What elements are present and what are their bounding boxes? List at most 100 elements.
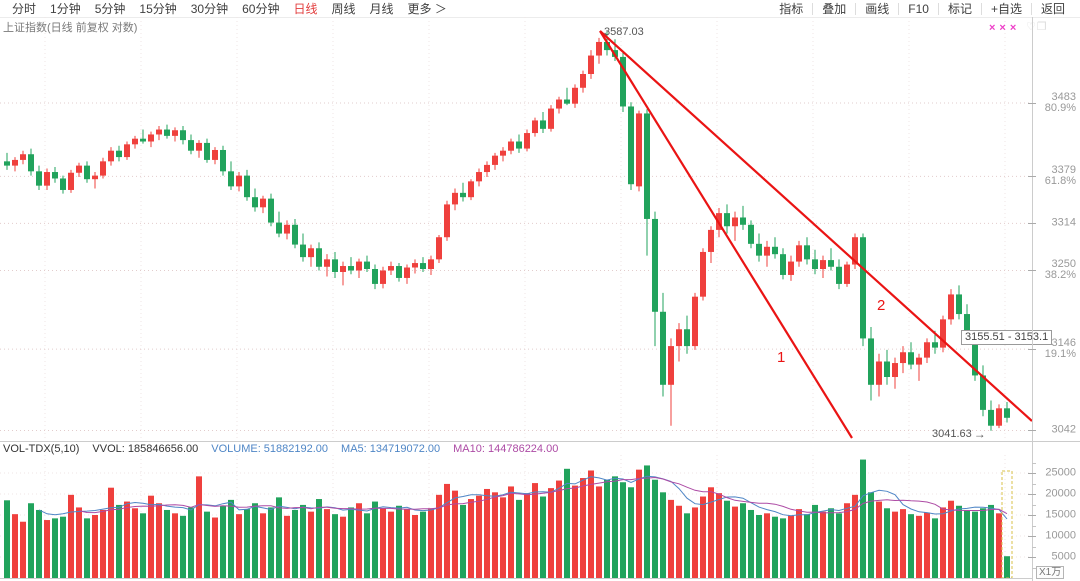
volume-bar xyxy=(100,509,106,578)
axis-tick xyxy=(1028,223,1036,225)
timeframe-tab[interactable]: 30分钟 xyxy=(190,1,229,16)
candle-body xyxy=(436,237,442,260)
volume-bar xyxy=(924,512,930,578)
candle-body xyxy=(796,245,802,262)
volume-bar xyxy=(108,487,114,578)
candle-body xyxy=(588,55,594,75)
timeframe-tab[interactable]: 周线 xyxy=(331,1,356,16)
timeframe-tab[interactable]: 1分钟 xyxy=(50,1,81,16)
volume-bar xyxy=(828,508,834,578)
volume-canvas[interactable] xyxy=(0,441,1032,581)
volume-bar xyxy=(364,513,370,578)
volume-bar xyxy=(180,515,186,578)
volume-bar xyxy=(804,514,810,578)
axis-tick xyxy=(1028,536,1036,537)
axis-tick xyxy=(1028,515,1036,516)
trendline-2[interactable] xyxy=(599,30,1032,422)
volume-bar xyxy=(36,509,42,578)
candle-body xyxy=(748,224,754,244)
volume-bar xyxy=(716,493,722,578)
volume-bar xyxy=(556,480,562,578)
toolbar-button[interactable]: 指标 xyxy=(779,1,804,16)
volume-bar xyxy=(332,514,338,578)
timeframe-tab[interactable]: 5分钟 xyxy=(94,1,126,16)
timeframe-tab[interactable]: 15分钟 xyxy=(139,1,177,16)
toolbar-button[interactable]: 返回 xyxy=(1030,2,1074,15)
candle-body xyxy=(388,266,394,271)
candle-body xyxy=(396,266,402,278)
axis-minor-tick xyxy=(1032,567,1036,569)
trendline-1[interactable] xyxy=(599,30,853,439)
toolbar-button[interactable]: 画线 xyxy=(855,2,898,15)
axis-minor-tick xyxy=(1032,462,1036,464)
timeframe-tab[interactable]: 60分钟 xyxy=(242,1,280,16)
candle-body xyxy=(684,329,690,347)
right-arrow-icon: → xyxy=(973,427,986,441)
toolbar-button[interactable]: F10 xyxy=(898,2,938,15)
vol-indicator-label: VOL-TDX(5,10) xyxy=(3,443,80,455)
volume-bar xyxy=(492,492,498,578)
corner-decor-icons[interactable]: ♡❐ xyxy=(1026,21,1048,33)
toolbar-button[interactable]: 标记 xyxy=(937,2,981,15)
candle-body xyxy=(84,165,90,180)
candle-body xyxy=(108,150,114,162)
volume-axis-label: 25000 xyxy=(1045,466,1076,479)
candle-body xyxy=(828,260,834,267)
candle-body xyxy=(340,266,346,272)
timeframe-tab[interactable]: 更多 ＞ xyxy=(407,1,447,16)
price-axis-label: 3250 38.2% xyxy=(1044,258,1076,282)
volume-bar xyxy=(268,507,274,578)
volume-bar xyxy=(780,518,786,578)
timeframe-tab[interactable]: 月线 xyxy=(369,1,394,16)
volume-bar xyxy=(164,509,170,578)
volume-bar xyxy=(324,509,330,578)
candle-body xyxy=(548,108,554,129)
timeframe-tab[interactable]: 分时 xyxy=(12,1,37,16)
volume-bar xyxy=(420,511,426,578)
volume-bar xyxy=(604,479,610,578)
volume-bar xyxy=(124,501,130,578)
volume-bar xyxy=(12,514,18,578)
candle-body xyxy=(188,140,194,151)
volume-bar xyxy=(676,505,682,578)
candle-body xyxy=(92,175,98,180)
volume-bar xyxy=(908,514,914,578)
volume-bar xyxy=(932,518,938,578)
candle-body xyxy=(212,149,218,160)
volume-bar xyxy=(132,508,138,578)
candle-body xyxy=(524,133,530,149)
volume-axis-label: 20000 xyxy=(1045,487,1076,500)
volume-bar xyxy=(868,492,874,578)
candle-body xyxy=(908,352,914,365)
candle-body xyxy=(724,213,730,227)
volume-pane: VOL-TDX(5,10) VVOL: 185846656.00 VOLUME:… xyxy=(0,441,1080,581)
candle-body xyxy=(420,263,426,270)
candle-body xyxy=(988,409,994,426)
toolbar-button[interactable]: 叠加 xyxy=(812,2,855,15)
candle-body xyxy=(132,138,138,145)
timeframe-tab[interactable]: 日线 xyxy=(293,1,318,16)
volume-bar xyxy=(372,501,378,578)
volume-bar xyxy=(732,506,738,578)
candle-body xyxy=(196,142,202,151)
volume-bar xyxy=(596,486,602,578)
candle-body xyxy=(604,41,610,51)
volume-bar xyxy=(772,516,778,578)
candlestick-canvas[interactable]: 12 xyxy=(0,17,1032,441)
volume-bar xyxy=(900,509,906,578)
corner-x-marks-icon[interactable]: ××× xyxy=(989,22,1021,34)
volume-bar xyxy=(52,518,58,578)
candle-body xyxy=(964,314,970,337)
volume-unit-label: X1万 xyxy=(1036,566,1065,579)
volume-bar xyxy=(508,486,514,578)
volume-bar xyxy=(412,515,418,578)
volume-bar xyxy=(500,497,506,578)
candle-body xyxy=(316,248,322,267)
toolbar-button[interactable]: +自选 xyxy=(980,2,1031,15)
candle-body xyxy=(892,363,898,378)
volume-bar xyxy=(452,490,458,578)
volume-bar xyxy=(644,465,650,578)
volume-bar xyxy=(636,469,642,578)
volume-bar xyxy=(724,500,730,578)
